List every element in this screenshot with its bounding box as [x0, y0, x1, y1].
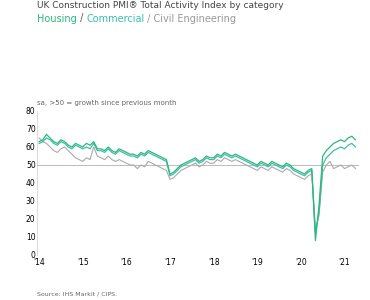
- Text: Commercial: Commercial: [86, 14, 145, 23]
- Text: Housing: Housing: [37, 14, 77, 23]
- Text: /: /: [77, 14, 86, 23]
- Text: / Civil Engineering: / Civil Engineering: [145, 14, 236, 23]
- Text: sa, >50 = growth since previous month: sa, >50 = growth since previous month: [37, 100, 176, 106]
- Text: UK Construction PMI® Total Activity Index by category: UK Construction PMI® Total Activity Inde…: [37, 2, 284, 10]
- Text: Source: IHS Markit / CIPS.: Source: IHS Markit / CIPS.: [37, 292, 117, 297]
